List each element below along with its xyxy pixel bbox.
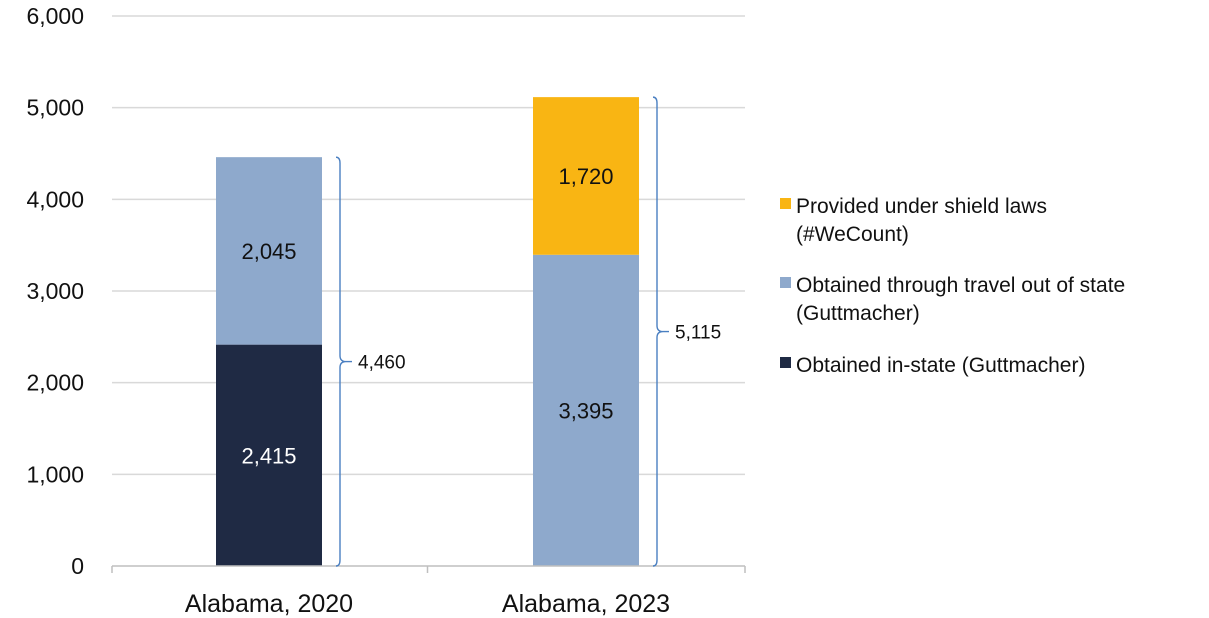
- total-label: 4,460: [358, 353, 406, 374]
- bars: [216, 97, 639, 566]
- bar-segment: [533, 254, 639, 566]
- bar-segment: [216, 157, 322, 345]
- data-label: 2,415: [241, 443, 296, 468]
- total-bracket: [335, 156, 347, 567]
- y-tick-label: 3,000: [26, 278, 84, 304]
- bar-segment: [533, 97, 639, 255]
- data-label: 1,720: [558, 164, 613, 189]
- legend-swatch: [780, 277, 791, 288]
- y-tick-label: 0: [71, 553, 84, 579]
- legend-label: Obtained through travel out of state: [796, 274, 1125, 297]
- y-tick-label: 4,000: [26, 186, 84, 212]
- legend-label: Obtained in-state (Guttmacher): [796, 354, 1085, 377]
- data-label: 3,395: [558, 398, 613, 423]
- x-category-label: Alabama, 2023: [502, 590, 670, 618]
- y-tick-label: 5,000: [26, 95, 84, 121]
- legend-swatch: [780, 357, 791, 368]
- legend-label: (#WeCount): [796, 223, 909, 246]
- data-label: 2,045: [241, 239, 296, 264]
- y-tick-label: 2,000: [26, 370, 84, 396]
- total-brackets: 4,460 5,115: [335, 96, 721, 567]
- data-labels: 2,415 2,045 3,395 1,720: [241, 164, 613, 468]
- legend-label: Provided under shield laws: [796, 195, 1047, 218]
- x-category-label: Alabama, 2020: [185, 590, 353, 618]
- legend: Provided under shield laws (#WeCount) Obta…: [780, 195, 1125, 377]
- total-bracket: [652, 96, 664, 567]
- x-axis: Alabama, 2020 Alabama, 2023: [111, 565, 746, 618]
- bar-segment: [216, 344, 322, 566]
- total-label: 5,115: [675, 323, 721, 344]
- legend-swatch: [780, 198, 791, 209]
- y-tick-label: 1,000: [26, 461, 84, 487]
- y-tick-label: 6,000: [26, 3, 84, 29]
- legend-label: (Guttmacher): [796, 302, 920, 325]
